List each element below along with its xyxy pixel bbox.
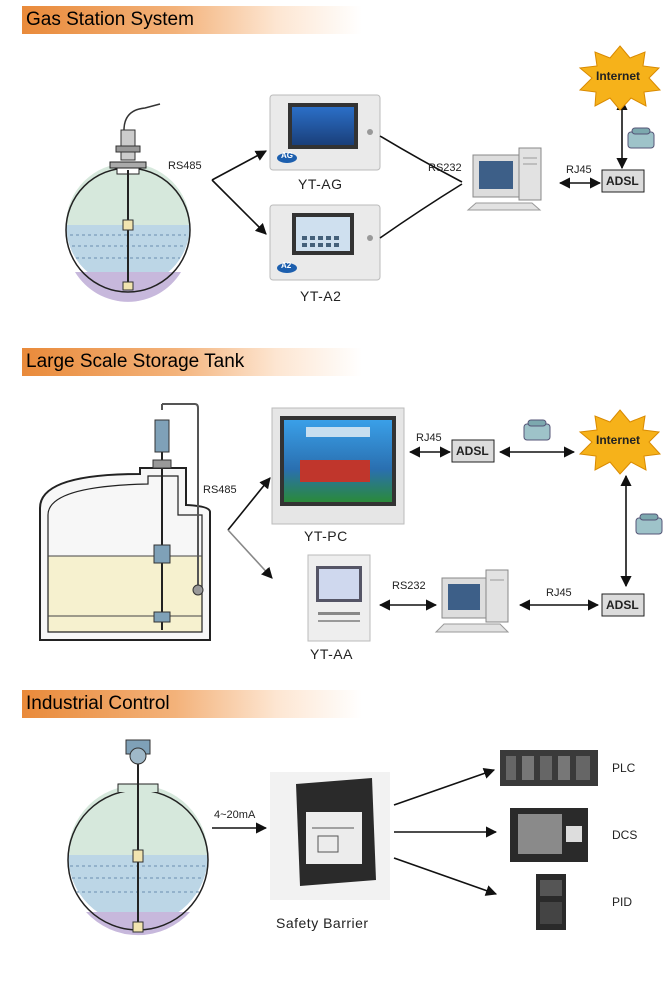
device-label-yt-pc: YT-PC bbox=[304, 528, 348, 544]
gas-arrow-to-a2 bbox=[211, 179, 267, 235]
gas-label-rs485: RS485 bbox=[168, 160, 202, 172]
industrial-arrow-to-pid bbox=[393, 857, 498, 896]
gas-spherical-tank bbox=[65, 103, 191, 302]
section-banner-gas: Gas Station System bbox=[22, 6, 362, 34]
tank-phone-icon-right bbox=[635, 513, 663, 535]
gas-line-ag-pc bbox=[379, 135, 463, 183]
industrial-spherical-tank bbox=[67, 739, 209, 936]
tank-phone-icon-top bbox=[523, 419, 551, 441]
output-label-dcs: DCS bbox=[612, 828, 638, 842]
tank-adsl-bottom-label: ADSL bbox=[606, 598, 639, 612]
tank-label-rj45-bottom: RJ45 bbox=[546, 587, 572, 599]
tank-arrow-to-pc bbox=[227, 477, 271, 531]
device-label-yt-ag: YT-AG bbox=[298, 176, 343, 192]
dcs-device bbox=[510, 808, 588, 862]
section-title-tank: Large Scale Storage Tank bbox=[26, 351, 245, 372]
gas-phone-icon bbox=[627, 127, 655, 149]
section-banner-industrial: Industrial Control bbox=[22, 690, 362, 718]
tank-adsl-top-label: ADSL bbox=[456, 444, 489, 458]
gas-label-rj45: RJ45 bbox=[566, 164, 592, 176]
plc-device bbox=[500, 750, 598, 786]
gas-internet-label: Internet bbox=[596, 69, 641, 83]
section-title-industrial: Industrial Control bbox=[26, 693, 170, 714]
gas-label-rs232: RS232 bbox=[428, 162, 462, 174]
yt-ag-device bbox=[269, 94, 381, 171]
tank-label-rs232: RS232 bbox=[392, 580, 426, 592]
gas-internet-burst bbox=[578, 45, 662, 111]
tank-label-rj45-top: RJ45 bbox=[416, 432, 442, 444]
yt-a2-device bbox=[269, 204, 381, 281]
gas-badge-a2: A2 bbox=[281, 261, 292, 270]
output-label-plc: PLC bbox=[612, 761, 636, 775]
device-label-yt-aa: YT-AA bbox=[310, 646, 353, 662]
industrial-label-signal: 4~20mA bbox=[214, 809, 256, 821]
gas-adsl-box bbox=[601, 169, 645, 193]
tank-arrow-to-aa bbox=[227, 529, 273, 579]
section-title-gas: Gas Station System bbox=[26, 9, 194, 30]
safety-barrier-label: Safety Barrier bbox=[276, 915, 369, 931]
safety-barrier-device bbox=[270, 772, 390, 900]
pid-device bbox=[536, 874, 566, 930]
output-label-pid: PID bbox=[612, 895, 633, 909]
yt-pc-device bbox=[271, 407, 405, 525]
device-label-yt-a2: YT-A2 bbox=[300, 288, 342, 304]
yt-aa-device bbox=[307, 554, 371, 642]
industrial-arrow-to-plc bbox=[393, 768, 496, 806]
storage-tank bbox=[39, 403, 211, 641]
tank-computer bbox=[434, 569, 510, 633]
tank-internet-label: Internet bbox=[596, 433, 641, 447]
tank-internet-burst bbox=[578, 409, 662, 475]
gas-arrow-to-ag bbox=[211, 150, 267, 181]
tank-adsl-top-box bbox=[451, 439, 495, 463]
tank-label-rs485: RS485 bbox=[203, 484, 237, 496]
gas-line-a2-pc bbox=[379, 183, 463, 239]
section-banner-tank: Large Scale Storage Tank bbox=[22, 348, 362, 376]
tank-adsl-bottom-box bbox=[601, 593, 645, 617]
gas-computer bbox=[466, 147, 542, 211]
gas-badge-ag: AG bbox=[281, 151, 293, 160]
gas-adsl-label: ADSL bbox=[606, 174, 639, 188]
